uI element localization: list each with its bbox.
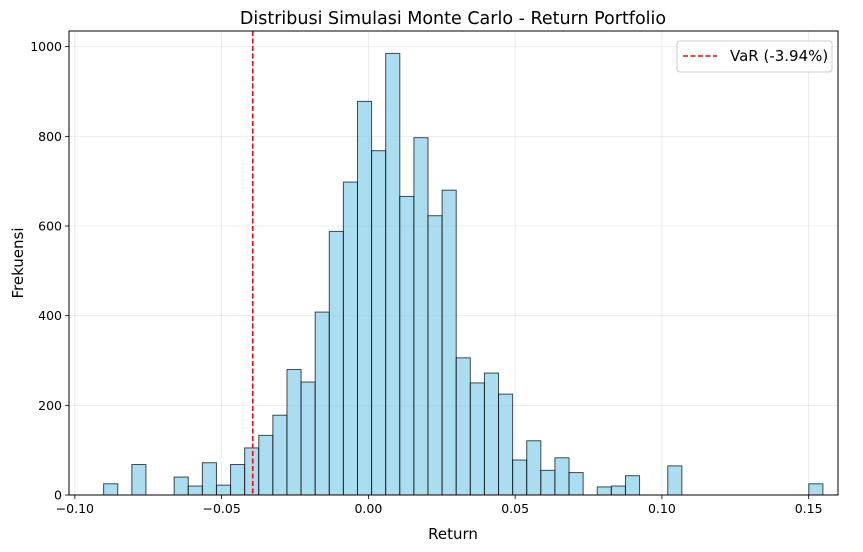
x-tick-label: 0.00 xyxy=(354,501,382,516)
histogram-bar xyxy=(300,381,316,496)
y-tick-label: 0 xyxy=(54,488,62,503)
histogram-bar xyxy=(328,230,344,496)
x-tick-label: −0.05 xyxy=(202,501,240,516)
histogram-bar xyxy=(286,368,302,496)
y-axis-label: Frekuensi xyxy=(9,227,27,298)
y-axis-ticks: 0 200 400 600 800 1000 xyxy=(30,39,69,503)
x-axis-ticks: −0.10 −0.05 0.00 0.05 0.10 0.15 xyxy=(56,495,823,516)
histogram-bar xyxy=(554,457,570,496)
histogram-bar xyxy=(201,462,217,496)
histogram-bar xyxy=(244,447,260,496)
legend-var-label: VaR (-3.94%) xyxy=(730,47,828,65)
histogram-bar xyxy=(131,464,147,496)
histogram-bar xyxy=(258,434,274,496)
y-tick-label: 1000 xyxy=(30,39,62,54)
histogram-bar xyxy=(469,382,485,496)
histogram-bar xyxy=(667,465,683,496)
histogram-bar xyxy=(356,100,373,496)
histogram-bar xyxy=(399,195,415,496)
y-tick-label: 200 xyxy=(38,398,62,413)
histogram-bar xyxy=(371,150,387,496)
histogram-bar xyxy=(568,472,584,496)
histogram-bar xyxy=(526,440,542,496)
x-tick-label: 0.10 xyxy=(648,501,676,516)
histogram-bar xyxy=(413,137,429,496)
y-tick-label: 800 xyxy=(38,129,62,144)
histogram-bar xyxy=(230,464,246,496)
histogram-bar xyxy=(385,52,401,496)
histogram-bar xyxy=(215,484,232,496)
legend-box xyxy=(676,40,833,73)
y-tick-label: 600 xyxy=(38,219,62,234)
histogram-bar xyxy=(314,311,330,496)
histogram-bar xyxy=(610,485,626,496)
x-tick-label: 0.05 xyxy=(501,501,529,516)
histogram-bar xyxy=(512,459,528,496)
legend: VaR (-3.94%) xyxy=(676,40,833,73)
histogram-bar xyxy=(441,189,457,496)
chart-title: Distribusi Simulasi Monte Carlo - Return… xyxy=(240,9,666,29)
histogram-bar xyxy=(103,483,119,496)
histogram-bar xyxy=(455,357,471,496)
histogram-bar xyxy=(173,476,189,496)
y-tick-label: 400 xyxy=(38,308,62,323)
histogram-bar xyxy=(624,475,641,496)
histogram-bar xyxy=(498,393,514,496)
x-tick-label: −0.10 xyxy=(56,501,94,516)
histogram-bar xyxy=(596,486,612,496)
histogram-bars xyxy=(103,52,824,496)
x-axis-label: Return xyxy=(428,525,478,543)
histogram-bar xyxy=(427,215,443,496)
histogram-bar xyxy=(483,372,500,496)
x-tick-label: 0.15 xyxy=(795,501,823,516)
histogram-bar xyxy=(540,469,556,496)
histogram-bar xyxy=(342,181,358,496)
histogram-bar xyxy=(272,414,288,496)
plot-area-frame xyxy=(68,30,839,496)
histogram-bar xyxy=(187,485,203,496)
histogram-bar xyxy=(808,483,824,496)
